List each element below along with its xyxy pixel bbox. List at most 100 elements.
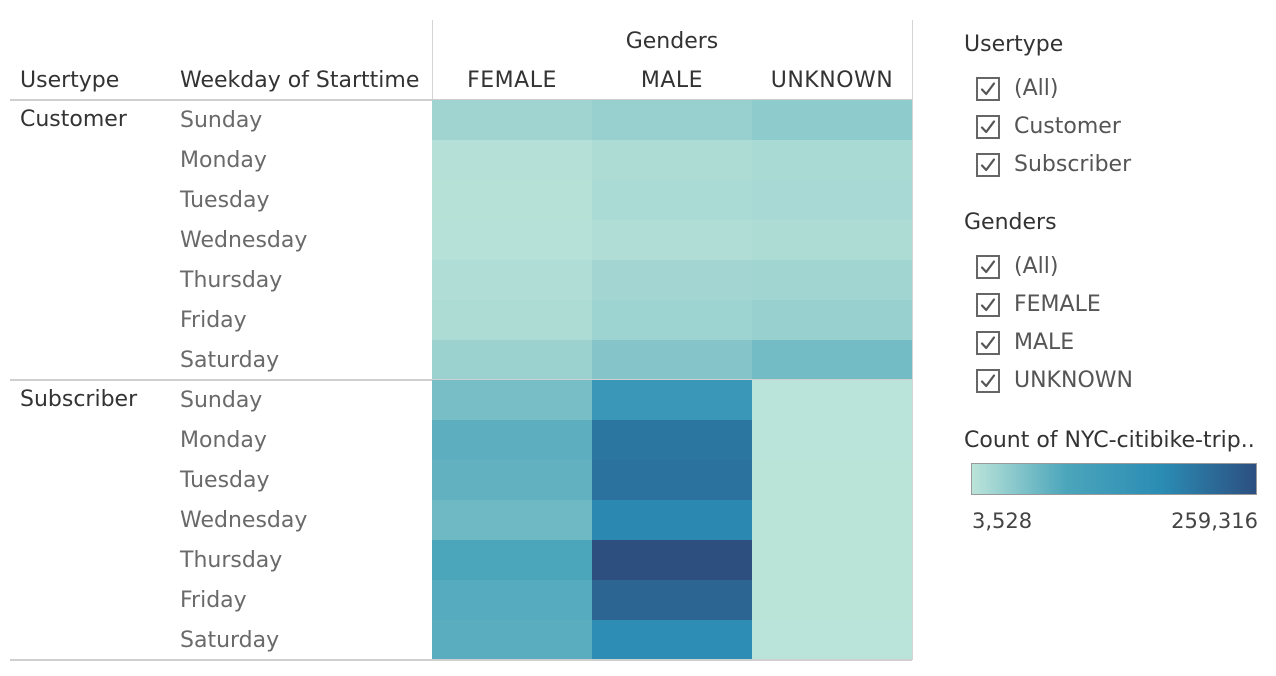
table-bottom-line [10,659,912,661]
color-legend-title: Count of NYC-citibike-trip.. [964,428,1255,453]
weekday-label: Sunday [180,388,263,413]
heatmap-cell-female[interactable] [432,460,592,500]
heatmap-cell-unknown[interactable] [752,180,912,220]
gender-header-male[interactable]: MALE [640,68,704,93]
checkbox[interactable] [976,331,1000,355]
header-divider-left [432,20,433,100]
checkbox[interactable] [976,369,1000,393]
checkbox[interactable] [976,255,1000,279]
heatmap-cell-female[interactable] [432,620,592,660]
heatmap-cell-male[interactable] [592,300,752,340]
usertype-label: Customer [20,107,127,132]
weekday-label: Friday [180,588,247,613]
heatmap-cell-unknown[interactable] [752,300,912,340]
gender-header-female[interactable]: FEMALE [467,68,557,93]
header-divider-right [912,20,913,100]
heatmap-cell-unknown[interactable] [752,100,912,140]
checkmark-icon [980,158,996,172]
checkmark-icon [980,336,996,350]
heatmap-cell-unknown[interactable] [752,540,912,580]
heatmap-right-border [912,100,913,660]
heatmap-cell-female[interactable] [432,100,592,140]
checkbox[interactable] [976,293,1000,317]
color-legend-min: 3,528 [972,509,1033,533]
checkmark-icon [980,82,996,96]
weekday-label: Tuesday [180,468,270,493]
heatmap-cell-male[interactable] [592,540,752,580]
filter-option-label: Customer [1014,114,1121,139]
heatmap-cell-unknown[interactable] [752,420,912,460]
checkbox[interactable] [976,77,1000,101]
heatmap-cell-female[interactable] [432,300,592,340]
checkbox[interactable] [976,115,1000,139]
heatmap-cell-unknown[interactable] [752,460,912,500]
weekday-label: Monday [180,148,267,173]
heatmap-cell-male[interactable] [592,580,752,620]
filter-option-label: MALE [1014,330,1075,355]
heatmap-cell-female[interactable] [432,500,592,540]
filter-title: Genders [964,210,1057,235]
weekday-label: Wednesday [180,508,308,533]
heatmap-cell-unknown[interactable] [752,220,912,260]
filter-option-label: (All) [1014,76,1059,101]
weekday-label: Saturday [180,348,280,373]
heatmap-cell-female[interactable] [432,140,592,180]
weekday-column-header: Weekday of Starttime [180,68,420,93]
filter-option[interactable]: (All) [976,75,1058,103]
checkbox[interactable] [976,153,1000,177]
heatmap-cell-unknown[interactable] [752,620,912,660]
heatmap-cell-female[interactable] [432,420,592,460]
heatmap-cell-male[interactable] [592,260,752,300]
heatmap-cell-unknown[interactable] [752,580,912,620]
color-legend-gradient [971,463,1257,495]
heatmap-cell-male[interactable] [592,100,752,140]
heatmap-cell-female[interactable] [432,180,592,220]
filter-option[interactable]: MALE [976,329,1074,357]
filter-title: Usertype [964,32,1064,57]
filter-option[interactable]: FEMALE [976,291,1101,319]
heatmap-cell-male[interactable] [592,500,752,540]
weekday-label: Friday [180,308,247,333]
heatmap-cell-unknown[interactable] [752,340,912,380]
weekday-label: Thursday [180,548,283,573]
heatmap-cell-female[interactable] [432,380,592,420]
heatmap-cell-male[interactable] [592,340,752,380]
heatmap-cell-female[interactable] [432,580,592,620]
heatmap-cell-male[interactable] [592,140,752,180]
heatmap-cell-unknown[interactable] [752,500,912,540]
heatmap-cell-female[interactable] [432,260,592,300]
heatmap-cell-unknown[interactable] [752,140,912,180]
heatmap-cell-male[interactable] [592,220,752,260]
filter-option[interactable]: Customer [976,113,1121,141]
heatmap-cell-unknown[interactable] [752,380,912,420]
heatmap-cell-female[interactable] [432,340,592,380]
heatmap-cell-female[interactable] [432,220,592,260]
filter-option[interactable]: UNKNOWN [976,367,1133,395]
usertype-column-header: Usertype [20,68,120,93]
heatmap-cell-male[interactable] [592,420,752,460]
filter-option[interactable]: Subscriber [976,151,1131,179]
usertype-label: Subscriber [20,387,138,412]
heatmap-cell-male[interactable] [592,460,752,500]
heatmap-cell-male[interactable] [592,180,752,220]
heatmap-cell-unknown[interactable] [752,260,912,300]
weekday-label: Sunday [180,108,263,133]
gender-header-unknown[interactable]: UNKNOWN [770,68,894,93]
heatmap-cell-male[interactable] [592,620,752,660]
filter-option[interactable]: (All) [976,253,1058,281]
filter-option-label: Subscriber [1014,152,1132,177]
weekday-label: Tuesday [180,188,270,213]
heatmap-cell-male[interactable] [592,380,752,420]
checkmark-icon [980,120,996,134]
heatmap-cell-female[interactable] [432,540,592,580]
checkmark-icon [980,374,996,388]
filter-option-label: (All) [1014,254,1059,279]
weekday-label: Saturday [180,628,280,653]
color-legend-max: 259,316 [1171,509,1258,533]
checkmark-icon [980,298,996,312]
filter-option-label: UNKNOWN [1014,368,1133,393]
filter-option-label: FEMALE [1014,292,1101,317]
weekday-label: Monday [180,428,267,453]
genders-header: Genders [625,29,719,54]
checkmark-icon [980,260,996,274]
